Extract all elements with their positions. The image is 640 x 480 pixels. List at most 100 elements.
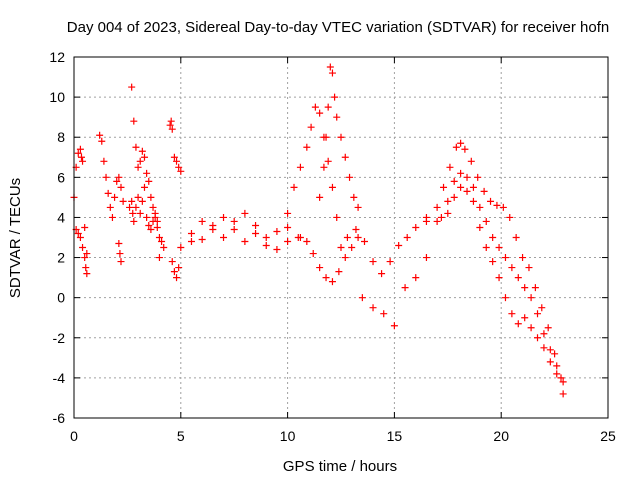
data-point xyxy=(309,250,317,258)
data-point xyxy=(403,234,411,241)
y-tick-label: -2 xyxy=(53,330,66,346)
data-point xyxy=(284,223,292,231)
data-point xyxy=(153,223,161,231)
data-point xyxy=(369,258,377,266)
data-point xyxy=(155,234,163,241)
data-point xyxy=(354,234,362,241)
data-point xyxy=(187,229,195,237)
data-point xyxy=(553,362,561,370)
data-point xyxy=(527,294,535,302)
y-tick-label: -4 xyxy=(53,370,66,386)
data-point xyxy=(508,264,516,272)
data-point xyxy=(433,217,441,225)
data-point xyxy=(444,209,452,217)
data-point xyxy=(116,250,124,258)
data-point xyxy=(501,254,509,262)
data-point xyxy=(369,304,377,312)
data-point xyxy=(335,268,343,276)
data-point xyxy=(303,238,311,246)
data-point xyxy=(337,244,345,252)
data-points xyxy=(70,63,567,398)
data-point xyxy=(173,157,181,165)
data-point xyxy=(316,264,324,272)
data-point xyxy=(241,209,249,217)
data-point xyxy=(480,187,488,195)
data-point xyxy=(134,193,142,201)
data-point xyxy=(311,103,319,111)
data-point xyxy=(378,270,386,278)
data-point xyxy=(341,153,349,161)
data-point xyxy=(81,223,89,231)
data-point xyxy=(531,284,539,292)
data-point xyxy=(296,163,304,171)
data-point xyxy=(303,143,311,151)
data-point xyxy=(525,264,533,272)
data-point xyxy=(160,244,168,252)
data-point xyxy=(489,258,497,266)
data-point xyxy=(452,143,460,151)
y-tick-label: 12 xyxy=(49,49,65,65)
data-point xyxy=(117,183,125,191)
data-point xyxy=(354,203,362,211)
data-point xyxy=(469,197,477,205)
y-tick-label: 0 xyxy=(57,290,65,306)
data-point xyxy=(100,157,108,165)
data-point xyxy=(252,221,260,229)
data-point xyxy=(482,244,490,252)
data-point xyxy=(401,284,409,292)
data-point xyxy=(130,117,138,125)
data-point xyxy=(495,274,503,282)
data-point xyxy=(538,304,546,312)
data-point xyxy=(487,197,495,205)
data-point xyxy=(540,344,548,352)
data-point xyxy=(79,244,87,252)
data-point xyxy=(341,254,349,262)
data-point xyxy=(241,238,249,246)
data-point xyxy=(76,234,84,241)
plot-frame xyxy=(73,56,609,419)
data-point xyxy=(128,83,136,91)
data-point xyxy=(140,183,148,191)
data-point xyxy=(284,209,292,217)
data-point xyxy=(559,390,567,398)
data-point xyxy=(358,294,366,302)
x-tick-label: 15 xyxy=(387,428,403,444)
data-point xyxy=(115,240,123,248)
data-point xyxy=(422,217,430,225)
data-point xyxy=(386,258,394,266)
data-point xyxy=(284,238,292,246)
data-point xyxy=(209,221,217,229)
data-point xyxy=(444,197,452,205)
data-point xyxy=(136,209,144,217)
data-point xyxy=(74,229,82,237)
data-point xyxy=(324,157,332,165)
data-point xyxy=(440,183,448,191)
data-point xyxy=(331,93,339,101)
data-point xyxy=(322,274,330,282)
data-point xyxy=(102,173,110,181)
data-point xyxy=(469,183,477,191)
x-axis-label: GPS time / hours xyxy=(283,458,397,475)
data-point xyxy=(328,278,336,286)
y-tick-label: 10 xyxy=(49,89,65,105)
data-point xyxy=(546,346,554,354)
data-point xyxy=(316,109,324,117)
data-point xyxy=(322,133,330,141)
data-point xyxy=(422,254,430,262)
data-point xyxy=(140,153,148,161)
data-point xyxy=(106,203,114,211)
data-point xyxy=(450,177,458,185)
data-point xyxy=(296,234,304,241)
data-point xyxy=(514,320,522,328)
data-point xyxy=(390,322,398,330)
data-point xyxy=(324,103,332,111)
data-point xyxy=(262,234,270,241)
data-point xyxy=(352,225,360,233)
data-point xyxy=(230,217,238,225)
data-point xyxy=(175,163,183,171)
data-point xyxy=(546,358,554,366)
x-tick-label: 20 xyxy=(493,428,509,444)
data-point xyxy=(463,173,471,181)
x-tick-label: 5 xyxy=(177,428,185,444)
data-point xyxy=(412,274,420,282)
